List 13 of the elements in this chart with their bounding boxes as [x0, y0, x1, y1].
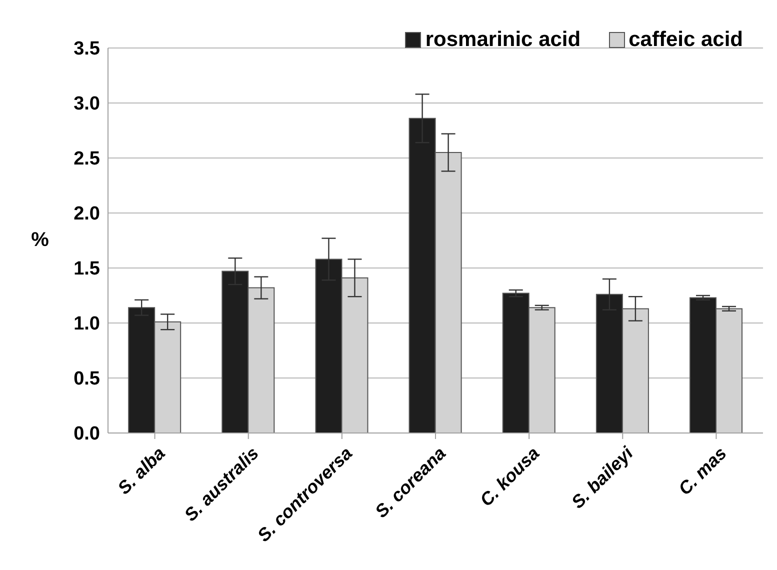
legend-label: caffeic acid: [628, 28, 743, 52]
y-tick-label: 2.5: [74, 148, 100, 170]
y-axis-title: %: [31, 228, 50, 251]
y-tick-label: 1.0: [74, 314, 100, 335]
x-tick-label: S. alba: [114, 443, 169, 498]
y-tick-label: 3.5: [74, 38, 100, 60]
x-tick-label: C. mas: [674, 443, 730, 499]
y-tick-label: 0.5: [74, 368, 100, 390]
y-tick-label: 3.0: [74, 94, 100, 115]
legend-label: rosmarinic acid: [425, 28, 581, 52]
y-tick-label: 0.0: [74, 424, 100, 445]
y-tick-label: 2.0: [74, 204, 100, 225]
y-tick-label: 1.5: [74, 258, 100, 280]
